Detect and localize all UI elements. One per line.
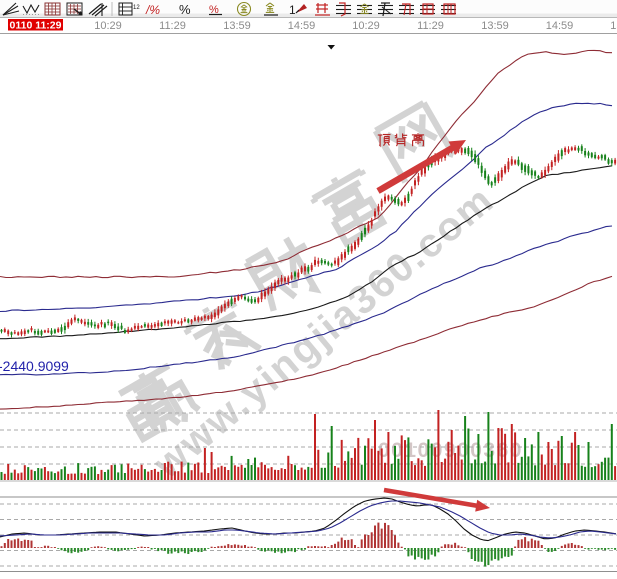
svg-text:/%: /% bbox=[145, 3, 160, 17]
svg-text:14:59: 14:59 bbox=[288, 20, 316, 32]
svg-text:00100900360: 00100900360 bbox=[378, 439, 523, 462]
svg-text:0110 11:29: 0110 11:29 bbox=[10, 20, 62, 32]
svg-text:-2440.9099: -2440.9099 bbox=[0, 358, 69, 374]
svg-text:10:29: 10:29 bbox=[352, 20, 380, 32]
svg-text:11:29: 11:29 bbox=[417, 20, 444, 32]
svg-text:11:29: 11:29 bbox=[159, 20, 186, 32]
svg-text:15:00: 15:00 bbox=[610, 20, 617, 32]
svg-text:%: % bbox=[179, 2, 191, 17]
svg-text:10:29: 10:29 bbox=[94, 20, 122, 32]
svg-text:12: 12 bbox=[133, 5, 140, 11]
svg-text:1: 1 bbox=[289, 3, 296, 17]
svg-text:14:59: 14:59 bbox=[546, 20, 574, 32]
svg-text:%: % bbox=[209, 4, 219, 16]
svg-text:13:59: 13:59 bbox=[481, 20, 509, 32]
svg-text:13:59: 13:59 bbox=[223, 20, 251, 32]
